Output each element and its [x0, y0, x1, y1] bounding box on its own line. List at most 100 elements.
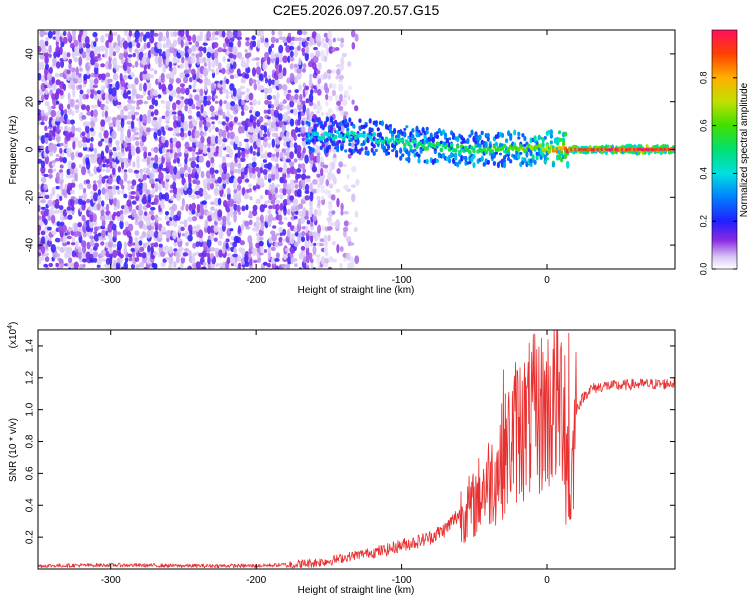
heatmap-cell: [128, 256, 133, 262]
heatmap-cell: [302, 168, 307, 174]
heatmap-cell: [160, 99, 166, 104]
heatmap-cell: [302, 103, 307, 114]
heatmap-cell: [123, 141, 128, 148]
heatmap-cell: [40, 91, 44, 95]
heatmap-cell: [41, 245, 46, 255]
heatmap-cell: [297, 163, 302, 169]
heatmap-cell: [104, 92, 109, 101]
heatmap-cell: [51, 230, 57, 235]
heatmap-cell: [513, 129, 517, 136]
heatmap-cell: [331, 210, 336, 215]
heatmap-cell: [184, 120, 188, 125]
heatmap-cell: [281, 238, 287, 242]
heatmap-cell: [79, 67, 83, 72]
heatmap-cell: [275, 200, 281, 204]
heatmap-cell: [270, 121, 276, 128]
spectrogram-ridge-cells: [305, 116, 675, 169]
heatmap-cell: [40, 210, 46, 216]
heatmap-cell: [81, 253, 87, 258]
heatmap-cell: [350, 184, 357, 188]
heatmap-cell: [56, 110, 61, 118]
heatmap-cell: [198, 240, 204, 248]
heatmap-cell: [275, 184, 281, 188]
heatmap-cell: [258, 240, 264, 247]
heatmap-cell: [88, 211, 94, 215]
heatmap-cell: [517, 131, 521, 137]
heatmap-cell: [67, 31, 71, 40]
heatmap-cell: [70, 98, 75, 108]
heatmap-cell: [96, 153, 103, 157]
heatmap-cell: [274, 186, 278, 194]
heatmap-cell: [217, 240, 222, 246]
heatmap-cell: [296, 173, 302, 179]
heatmap-cell: [185, 203, 189, 212]
heatmap-cell: [384, 136, 389, 141]
heatmap-cell: [329, 124, 334, 132]
heatmap-cell: [260, 214, 264, 223]
heatmap-cell: [266, 262, 271, 268]
heatmap-cell: [233, 177, 238, 186]
heatmap-cell: [291, 233, 296, 238]
heatmap-cell: [108, 213, 113, 221]
heatmap-cell: [92, 183, 98, 192]
heatmap-cell: [82, 187, 87, 194]
heatmap-cell: [236, 168, 243, 174]
heatmap-cell: [352, 131, 356, 137]
heatmap-cell: [311, 188, 318, 194]
heatmap-cell: [119, 253, 124, 259]
heatmap-cell: [236, 184, 242, 191]
heatmap-cell: [81, 200, 87, 206]
heatmap-cell: [179, 221, 185, 225]
heatmap-cell: [252, 204, 258, 211]
heatmap-cell: [324, 168, 329, 174]
heatmap-cell: [293, 241, 299, 247]
heatmap-cell: [282, 36, 287, 44]
heatmap-cell: [127, 83, 132, 90]
heatmap-cell: [132, 242, 136, 246]
heatmap-cell: [243, 138, 249, 143]
heatmap-cell: [101, 187, 106, 195]
heatmap-cell: [120, 108, 124, 119]
heatmap-cell: [234, 135, 239, 145]
heatmap-cell: [310, 242, 314, 247]
heatmap-cell: [210, 82, 216, 92]
heatmap-cell: [190, 160, 197, 169]
heatmap-cell: [251, 247, 257, 253]
heatmap-cell: [96, 155, 103, 165]
heatmap-cell: [96, 264, 101, 268]
heatmap-cell: [193, 125, 197, 131]
heatmap-cell: [486, 136, 490, 142]
heatmap-cell: [199, 203, 204, 209]
heatmap-cell: [264, 51, 270, 59]
heatmap-cell: [48, 142, 54, 147]
heatmap-cell: [230, 140, 235, 146]
heatmap-cell: [316, 69, 321, 75]
heatmap-cell: [161, 51, 167, 60]
heatmap-cell: [366, 137, 370, 144]
heatmap-cell: [315, 145, 321, 153]
heatmap-cell: [44, 234, 49, 243]
heatmap-cell: [119, 178, 124, 186]
heatmap-cell: [93, 231, 98, 235]
heatmap-cell: [232, 253, 238, 258]
heatmap-cell: [108, 154, 113, 164]
heatmap-cell: [262, 159, 267, 163]
heatmap-cell: [38, 99, 42, 106]
heatmap-cell: [248, 52, 252, 58]
heatmap-cell: [187, 173, 192, 180]
heatmap-cell: [213, 237, 218, 242]
y-tick-label: 1.2: [25, 370, 36, 384]
heatmap-cell: [44, 101, 50, 107]
heatmap-cell: [320, 256, 326, 265]
heatmap-cell: [317, 117, 321, 123]
heatmap-cell: [296, 30, 303, 36]
heatmap-cell: [210, 234, 215, 241]
heatmap-cell: [66, 119, 71, 125]
heatmap-cell: [282, 171, 287, 181]
heatmap-cell: [85, 121, 91, 127]
heatmap-cell: [260, 153, 266, 159]
heatmap-cell: [115, 80, 120, 91]
heatmap-cell: [551, 162, 556, 168]
heatmap-cell: [355, 179, 360, 186]
heatmap-cell: [121, 37, 125, 42]
